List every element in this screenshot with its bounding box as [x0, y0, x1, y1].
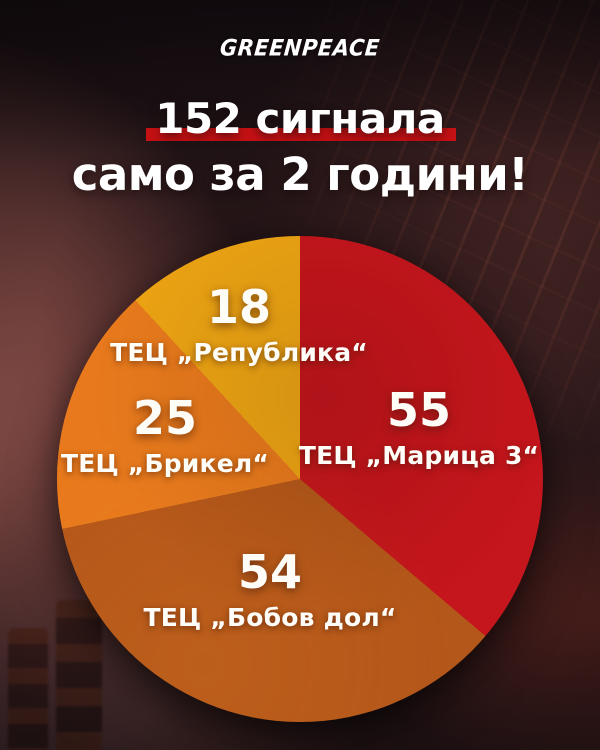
slice-label: ТЕЦ „Брикел“: [61, 449, 269, 479]
slice-label: ТЕЦ „Република“: [110, 338, 368, 368]
slice-value: 18: [206, 280, 272, 334]
pie-label-maritsa-3: 55 ТЕЦ „Марица 3“: [298, 383, 540, 471]
slice-value: 54: [237, 545, 303, 599]
title-line1: 152 сигнала: [146, 94, 456, 143]
slice-label: ТЕЦ „Бобов дол“: [143, 603, 397, 633]
logo-container: GREENPEACE: [0, 35, 600, 61]
greenpeace-logo: GREENPEACE: [218, 35, 382, 61]
pie-chart: [57, 236, 543, 722]
title-block: 152 сигнала само за 2 години!: [0, 94, 600, 201]
slice-value: 55: [386, 383, 452, 437]
pie-label-bobov-dol: 54 ТЕЦ „Бобов дол“: [143, 545, 397, 633]
title-line2: само за 2 години!: [71, 148, 529, 201]
title-line1-text: 152 сигнала: [155, 94, 445, 143]
slice-value: 25: [132, 391, 197, 445]
slice-label: ТЕЦ „Марица 3“: [298, 441, 540, 471]
pie-label-republika: 18 ТЕЦ „Република“: [110, 280, 368, 368]
pie-label-brikel: 25 ТЕЦ „Брикел“: [61, 391, 269, 479]
